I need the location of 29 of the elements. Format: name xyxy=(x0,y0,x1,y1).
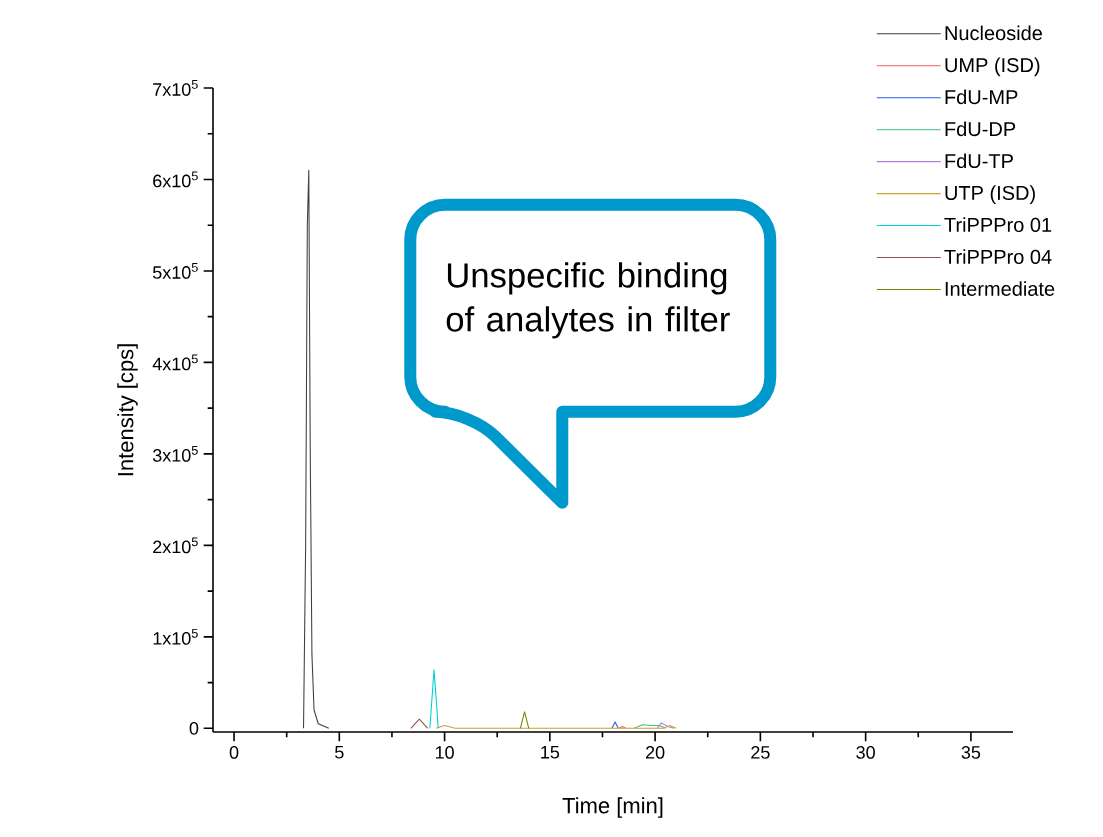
x-axis-title: Time [min] xyxy=(562,797,663,818)
x-tick-label: 15 xyxy=(541,746,560,759)
x-tick-label: 30 xyxy=(856,746,875,759)
y-axis-title: Intensity [cps] xyxy=(117,344,138,476)
legend-label: FdU-DP xyxy=(945,121,1016,137)
y-tick-label: 6x10$^{5}$ xyxy=(153,171,198,188)
y-tick-label: 7x10$^{5}$ xyxy=(153,80,198,96)
x-tick-label: 10 xyxy=(435,746,454,759)
x-tick-label: 25 xyxy=(751,746,770,759)
legend-label: TriPPPro 01 xyxy=(944,217,1052,233)
x-tick-label: 20 xyxy=(645,746,665,759)
legend-label: UMP (ISD) xyxy=(945,57,1040,77)
x-tick-label: 5 xyxy=(335,746,344,759)
legend-label: Nucleoside xyxy=(945,25,1042,41)
legend-label: UTP (ISD) xyxy=(945,185,1035,204)
legend-label: FdU-MP xyxy=(945,89,1018,105)
y-tick-label: 5x10$^{5}$ xyxy=(152,263,198,279)
legend-label: Intermediate xyxy=(945,281,1055,296)
x-tick-label: 35 xyxy=(961,746,981,759)
legend-label: FdU-TP xyxy=(945,153,1013,169)
legend-label: TriPPPro 04 xyxy=(944,249,1052,264)
annotation: Unspecific binding of analytes in filter xyxy=(446,262,730,339)
y-tick-label: 0 xyxy=(189,721,199,735)
y-tick-label: 4x10$^{5}$ xyxy=(152,354,198,371)
x-tick-label: 0 xyxy=(229,746,239,759)
y-tick-label: 2x10$^{5}$ xyxy=(153,537,198,554)
y-tick-label: 1x10$^{5}$ xyxy=(153,628,198,645)
y-tick-label: 3x10$^{5}$ xyxy=(152,445,198,462)
line-series xyxy=(302,169,330,729)
